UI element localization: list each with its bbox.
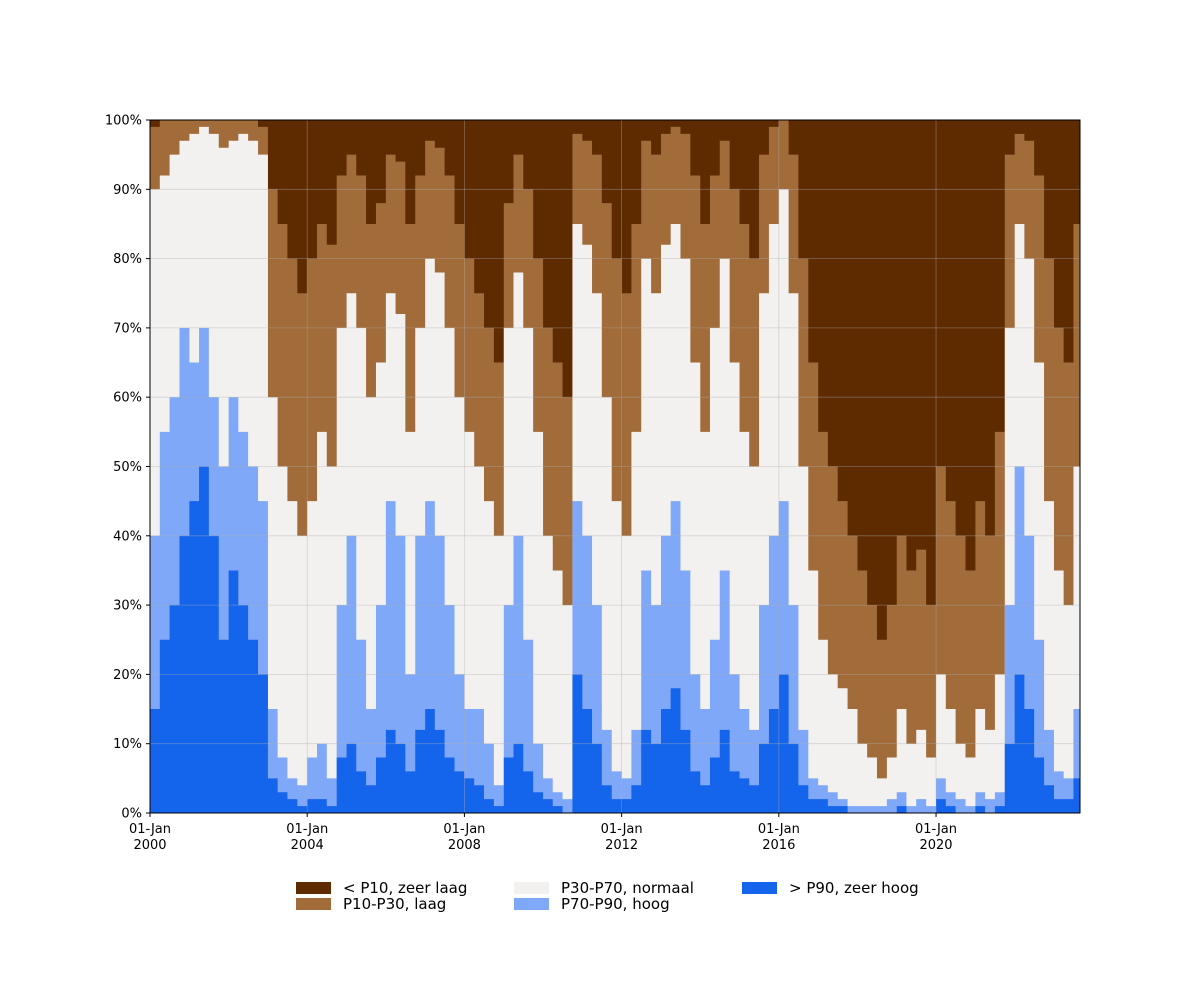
- legend-label-zeer-laag: < P10, zeer laag: [343, 879, 468, 897]
- legend-label-normaal: P30-P70, normaal: [561, 879, 694, 897]
- y-tick-label: 70%: [113, 321, 142, 336]
- y-tick-label: 50%: [113, 460, 142, 475]
- series-areas: [150, 120, 1080, 814]
- x-tick-label-year: 2004: [291, 838, 324, 853]
- y-tick-label: 60%: [113, 391, 142, 406]
- legend-item-hoog: P70-P90, hoog: [514, 895, 670, 913]
- x-tick-label-date: 01-Jan: [758, 822, 800, 837]
- x-tick-label-date: 01-Jan: [915, 822, 957, 837]
- legend-item-zeer-hoog: > P90, zeer hoog: [742, 879, 919, 897]
- legend-swatch-normaal: [514, 882, 549, 894]
- x-tick-label-year: 2008: [448, 838, 481, 853]
- legend-label-laag: P10-P30, laag: [343, 895, 447, 913]
- legend-item-normaal: P30-P70, normaal: [514, 879, 694, 897]
- y-tick-label: 40%: [113, 529, 142, 544]
- y-tick-label: 100%: [105, 114, 142, 129]
- legend-swatch-zeer-hoog: [742, 882, 777, 894]
- x-tick-label-date: 01-Jan: [601, 822, 643, 837]
- legend-swatch-laag: [296, 898, 331, 910]
- legend-label-hoog: P70-P90, hoog: [561, 895, 670, 913]
- legend-swatch-zeer-laag: [296, 882, 331, 894]
- x-tick-label-year: 2000: [133, 838, 166, 853]
- legend: < P10, zeer laag P10-P30, laag P30-P70, …: [296, 879, 996, 920]
- x-tick-label-date: 01-Jan: [129, 822, 171, 837]
- legend-swatch-hoog: [514, 898, 549, 910]
- y-tick-label: 80%: [113, 252, 142, 267]
- y-tick-label: 30%: [113, 599, 142, 614]
- y-tick-label: 10%: [113, 737, 142, 752]
- legend-label-zeer-hoog: > P90, zeer hoog: [789, 879, 919, 897]
- legend-item-zeer-laag: < P10, zeer laag: [296, 879, 468, 897]
- x-tick-label-date: 01-Jan: [443, 822, 485, 837]
- y-axis: 0% 10% 20% 30% 40% 50% 60% 70% 80% 90% 100%: [105, 114, 150, 822]
- x-tick-label-date: 01-Jan: [286, 822, 328, 837]
- x-axis: 01-Jan200001-Jan200401-Jan200801-Jan2012…: [129, 813, 957, 853]
- y-tick-label: 0%: [121, 807, 142, 822]
- series-area-zeer-hoog: [150, 466, 1080, 813]
- y-tick-label: 90%: [113, 183, 142, 198]
- x-tick-label-year: 2020: [919, 838, 952, 853]
- y-tick-label: 20%: [113, 668, 142, 683]
- x-tick-label-year: 2012: [605, 838, 638, 853]
- x-tick-label-year: 2016: [762, 838, 795, 853]
- series-area-hoog: [150, 327, 1080, 813]
- legend-item-laag: P10-P30, laag: [296, 895, 447, 913]
